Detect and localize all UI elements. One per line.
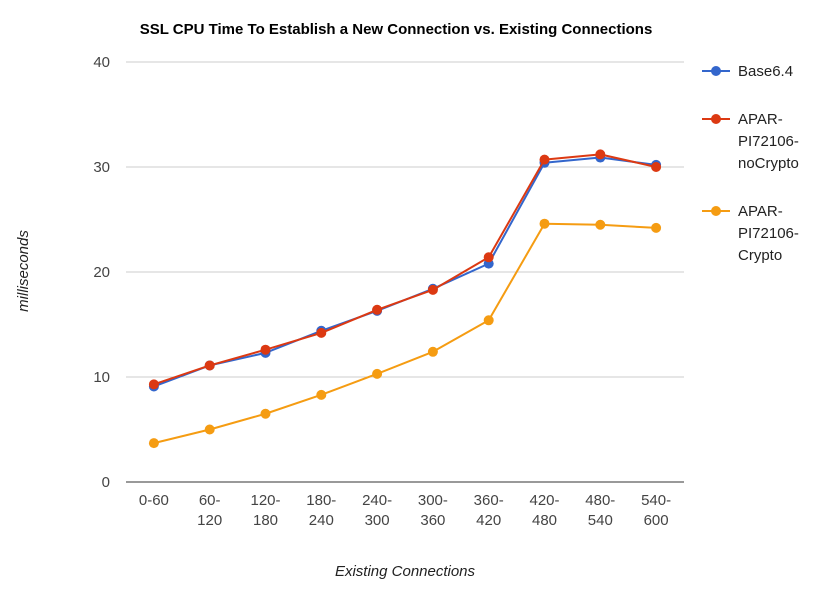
x-tick-label: 60-120 (197, 492, 222, 529)
series-2 (148, 218, 662, 449)
chart-title: SSL CPU Time To Establish a New Connecti… (140, 21, 653, 38)
legend-label-line: APAR- (738, 111, 783, 128)
data-point (148, 438, 159, 449)
x-tick-label: 540- 600 (641, 492, 671, 529)
legend-label: Base6.4 (738, 63, 793, 80)
data-point (483, 315, 494, 326)
series-lines (148, 149, 662, 449)
legend-item: Base6.4 (702, 63, 793, 80)
y-axis-ticks: 0 10 20 30 40 (93, 54, 110, 491)
legend-label-line: Crypto (738, 247, 782, 264)
x-tick-label-line: 300 (365, 512, 390, 529)
data-point (539, 154, 550, 165)
data-point (539, 218, 550, 229)
data-point (372, 304, 383, 315)
x-tick-label-line: 180 (253, 512, 278, 529)
x-tick-label-line: 540 (588, 512, 613, 529)
data-point (595, 219, 606, 230)
data-point (148, 379, 159, 390)
series-1 (148, 149, 662, 390)
series-line (153, 222, 657, 445)
legend-label-line: noCrypto (738, 155, 799, 172)
legend-swatch-marker (711, 206, 721, 216)
data-point (427, 346, 438, 357)
data-point (316, 327, 327, 338)
x-tick-label-line: 120- (250, 492, 280, 509)
y-tick-label: 10 (93, 369, 110, 386)
data-point (483, 252, 494, 263)
x-axis-ticks: 0-60 60-120120-180180-240240-300300-36036… (139, 492, 671, 529)
x-tick-label-line: 240- (362, 492, 392, 509)
x-tick-label-line: 420- (529, 492, 559, 509)
data-point (204, 360, 215, 371)
x-tick-label: 240- 300 (362, 492, 392, 529)
legend-label-line: PI72106- (738, 133, 799, 150)
x-tick-label: 300- 360 (418, 492, 448, 529)
x-tick-label-line: 540- (641, 492, 671, 509)
legend-item: APAR- PI72106- Crypto (702, 203, 799, 264)
legend-swatch-marker (711, 66, 721, 76)
x-tick-label: 480- 540 (585, 492, 615, 529)
x-tick-label-line: 480- (585, 492, 615, 509)
y-tick-label: 40 (93, 54, 110, 71)
data-point (204, 424, 215, 435)
x-tick-label-line: 60- (199, 492, 221, 509)
x-tick-label: 0-60 (139, 492, 169, 509)
x-tick-label: 420- 480 (529, 492, 559, 529)
data-point (372, 368, 383, 379)
legend-label-line: Base6.4 (738, 63, 793, 80)
x-tick-label: 180- 240 (306, 492, 336, 529)
y-tick-label: 0 (102, 474, 110, 491)
x-tick-label-line: 240 (309, 512, 334, 529)
y-tick-label: 30 (93, 159, 110, 176)
x-tick-label-line: 420 (476, 512, 501, 529)
x-tick-label-line: 120 (197, 512, 222, 529)
data-point (427, 284, 438, 295)
x-tick-label-line: 360- (474, 492, 504, 509)
data-point (316, 389, 327, 400)
legend-label-line: APAR- (738, 203, 783, 220)
data-point (260, 344, 271, 355)
data-point (260, 408, 271, 419)
data-point (651, 222, 662, 233)
data-point (651, 162, 662, 172)
y-axis-title: milliseconds (15, 230, 32, 312)
x-axis-title: Existing Connections (335, 563, 476, 580)
series-line (153, 153, 657, 386)
x-tick-label-line: 180- (306, 492, 336, 509)
x-tick-label: 360- 420 (474, 492, 504, 529)
gridlines (126, 61, 684, 483)
y-tick-label: 20 (93, 264, 110, 281)
x-tick-label-line: 600 (644, 512, 669, 529)
x-tick-label-line: 360 (420, 512, 445, 529)
legend-item: APAR- PI72106- noCrypto (702, 111, 799, 172)
x-tick-label-line: 480 (532, 512, 557, 529)
x-tick-label-line: 300- (418, 492, 448, 509)
legend-label-line: PI72106- (738, 225, 799, 242)
legend-label: APAR- PI72106- Crypto (738, 203, 799, 264)
legend: Base6.4 APAR- PI72106- noCrypto APAR- PI72106… (702, 63, 799, 264)
legend-label: APAR- PI72106- noCrypto (738, 111, 799, 172)
x-tick-label: 120- 180 (250, 492, 280, 529)
data-point (595, 149, 606, 160)
legend-swatch-marker (711, 114, 721, 124)
x-tick-label-line: 0-60 (139, 492, 169, 509)
